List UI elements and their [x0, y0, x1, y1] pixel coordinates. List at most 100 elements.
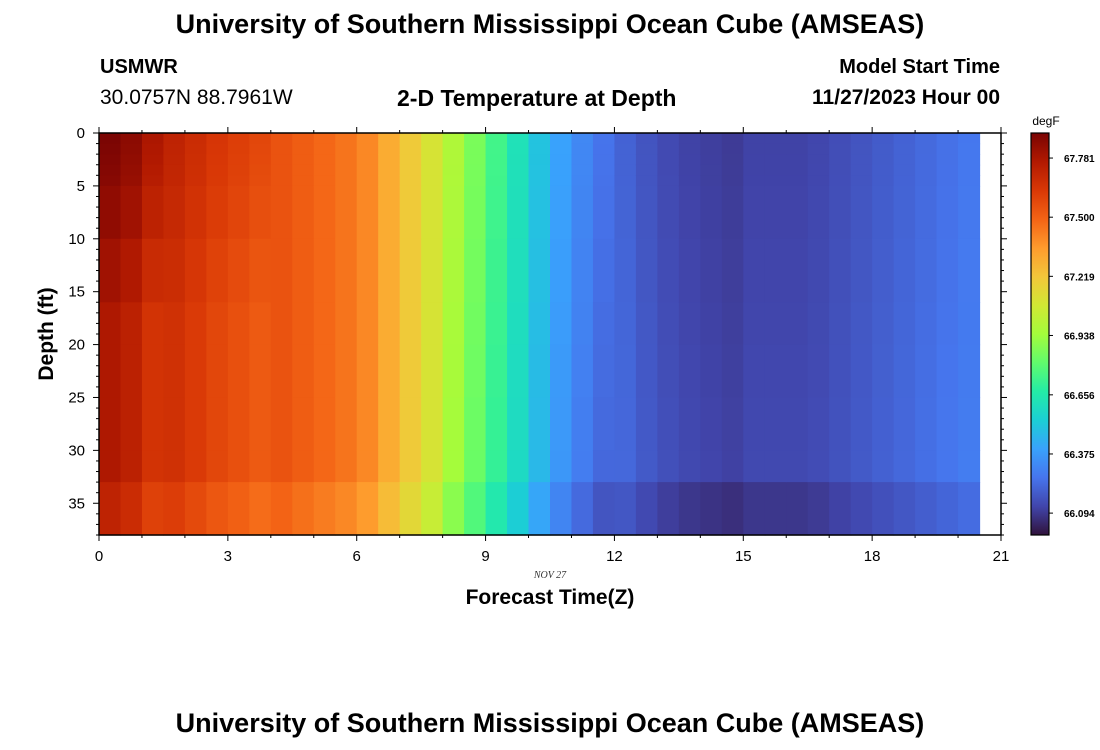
heatmap-cell — [893, 238, 916, 303]
heatmap-cell — [635, 164, 658, 176]
heatmap-cell — [120, 164, 143, 176]
heatmap-cell — [507, 450, 530, 483]
y-tick-label: 25 — [68, 389, 85, 406]
heatmap-cell — [743, 154, 766, 166]
heatmap-cell — [507, 302, 530, 346]
heatmap-cell — [958, 164, 981, 176]
heatmap-cell — [764, 154, 787, 166]
heatmap-cell — [764, 302, 787, 346]
heatmap-cell — [313, 482, 336, 536]
heatmap-cell — [829, 175, 852, 187]
heatmap-cell — [249, 164, 272, 176]
heatmap-cell — [936, 175, 959, 187]
heatmap-cell — [850, 302, 873, 346]
heatmap-cell — [399, 450, 422, 483]
heatmap-cell — [700, 450, 723, 483]
heatmap-cell — [184, 164, 207, 176]
heatmap-cell — [678, 482, 701, 536]
heatmap-cell — [378, 175, 401, 187]
heatmap-cell — [356, 302, 379, 346]
heatmap-cell — [550, 450, 573, 483]
heatmap-cell — [786, 450, 809, 483]
heatmap-cell — [292, 154, 315, 166]
heatmap-cell — [206, 143, 229, 155]
heatmap-cell — [571, 185, 594, 240]
heatmap-cell — [893, 185, 916, 240]
heatmap-cell — [421, 450, 444, 483]
heatmap-cell — [592, 302, 616, 346]
heatmap-cell — [120, 238, 143, 303]
heatmap-cell — [292, 344, 315, 399]
x-tick-labels: 0 3 6 9 12 15 18 21 — [95, 548, 1010, 565]
model-start-label: Model Start Time — [839, 56, 1000, 78]
heatmap-cell — [764, 175, 787, 187]
y-tick-label: 35 — [68, 495, 85, 512]
heatmap-cell — [936, 238, 959, 303]
heatmap-cell — [915, 344, 938, 399]
heatmap-cell — [528, 154, 551, 166]
heatmap-cell — [743, 397, 766, 451]
heatmap-cell — [528, 482, 551, 536]
heatmap-cell — [507, 164, 530, 176]
heatmap-cell — [893, 143, 916, 155]
heatmap-cell — [399, 482, 422, 536]
heatmap-cell — [141, 344, 165, 399]
heatmap-cell — [614, 302, 637, 346]
heatmap-cell — [700, 238, 723, 303]
heatmap-cell — [227, 154, 250, 166]
colorbar-ticks: 67.781 67.500 67.219 66.938 66.656 66.375 66.0… — [1049, 154, 1095, 520]
heatmap-cell — [313, 302, 336, 346]
heatmap-cell — [292, 143, 315, 155]
heatmap-cell — [378, 450, 401, 483]
heatmap-cell — [206, 302, 229, 346]
heatmap-cell — [313, 238, 336, 303]
heatmap-cell — [721, 238, 744, 303]
heatmap-cell — [464, 133, 487, 145]
heatmap-cell — [786, 164, 809, 176]
station-coordinates: 30.0757N 88.7961W — [100, 86, 293, 109]
heatmap-cell — [915, 397, 938, 451]
heatmap-cell — [485, 302, 508, 346]
colorbar — [1030, 132, 1050, 536]
y-tick-label: 30 — [68, 442, 85, 459]
heatmap-cell — [571, 154, 594, 166]
heatmap-cell — [249, 154, 272, 166]
heatmap-cell — [335, 344, 358, 399]
heatmap-cell — [721, 133, 744, 145]
heatmap-cell — [270, 185, 293, 240]
heatmap-cell — [700, 154, 723, 166]
heatmap-cell — [270, 302, 293, 346]
y-tick-label: 15 — [68, 284, 85, 301]
heatmap-cell — [721, 175, 744, 187]
heatmap-cell — [227, 482, 250, 536]
heatmap-cell — [421, 164, 444, 176]
heatmap-cell — [958, 397, 981, 451]
heatmap-cell — [270, 164, 293, 176]
heatmap-cell — [635, 133, 658, 145]
heatmap-cell — [227, 450, 250, 483]
heatmap-cell — [399, 302, 422, 346]
heatmap-cell — [507, 238, 530, 303]
heatmap-cell — [807, 133, 830, 145]
heatmap-cell — [743, 450, 766, 483]
heatmap-cell — [141, 133, 165, 145]
heatmap-cell — [227, 344, 250, 399]
heatmap-cell — [399, 133, 422, 145]
heatmap-cell — [141, 164, 165, 176]
heatmap-cell — [592, 143, 616, 155]
heatmap-cell — [442, 154, 465, 166]
heatmap-cell — [313, 175, 336, 187]
heatmap-cell — [700, 302, 723, 346]
heatmap-cell — [936, 185, 959, 240]
heatmap-cell — [249, 133, 272, 145]
heatmap-cell — [120, 450, 143, 483]
heatmap-cell — [657, 302, 680, 346]
heatmap-cell — [378, 185, 401, 240]
heatmap-cell — [507, 344, 530, 399]
heatmap-cell — [700, 164, 723, 176]
heatmap-cell — [893, 482, 916, 536]
heatmap-cell — [464, 302, 487, 346]
heatmap-cell — [915, 154, 938, 166]
heatmap-cell — [313, 397, 336, 451]
heatmap-cell — [421, 397, 444, 451]
